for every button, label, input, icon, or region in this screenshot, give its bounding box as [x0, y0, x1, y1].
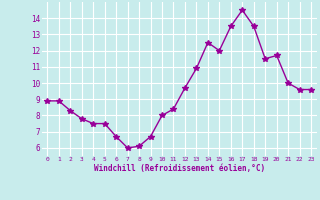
X-axis label: Windchill (Refroidissement éolien,°C): Windchill (Refroidissement éolien,°C) [94, 164, 265, 173]
